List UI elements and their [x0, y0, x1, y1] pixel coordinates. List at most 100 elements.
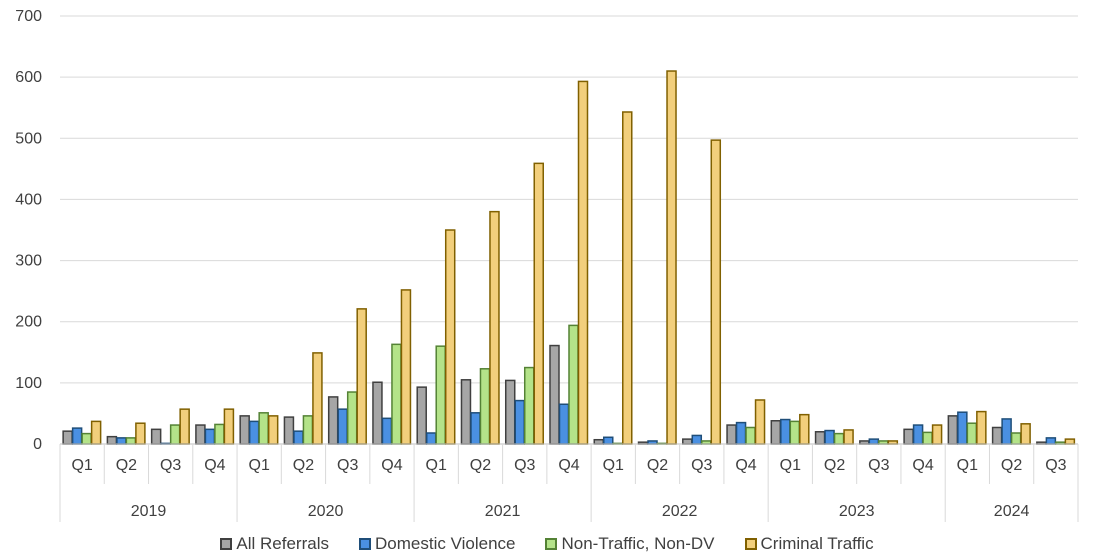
x-tick-label-quarter: Q2 [824, 457, 845, 474]
bar-criminal-traffic [90, 420, 102, 445]
x-tick-label-quarter: Q2 [647, 457, 668, 474]
bar-domestic-violence [381, 417, 393, 445]
bar-criminal-traffic [843, 429, 854, 445]
bar-all-referrals [682, 438, 693, 445]
bar-criminal-traffic [710, 139, 722, 445]
bar-all-referrals [416, 386, 427, 445]
bar-domestic-violence [957, 411, 968, 445]
bar-criminal-traffic [179, 408, 190, 445]
bar-non-traffic-non-dv [568, 324, 579, 445]
bar-all-referrals [62, 430, 73, 445]
x-tick-label-quarter: Q2 [116, 457, 137, 474]
x-tick-label-quarter: Q3 [691, 457, 712, 474]
x-tick-label-quarter: Q1 [249, 457, 270, 474]
bar-non-traffic-non-dv [922, 431, 933, 445]
gridlines [60, 15, 1078, 445]
bar-domestic-violence [204, 428, 216, 445]
bar-domestic-violence [824, 429, 835, 445]
legend: All Referrals Domestic Violence Non-Traffi… [0, 534, 1094, 554]
x-tick-label-quarter: Q4 [381, 457, 402, 474]
bar-all-referrals [150, 428, 162, 445]
x-tick-label-quarter: Q3 [1045, 457, 1066, 474]
bar-domestic-violence [116, 437, 127, 445]
bar-non-traffic-non-dv [169, 424, 181, 445]
x-tick-label-quarter: Q4 [912, 457, 933, 474]
bar-domestic-violence [558, 403, 570, 445]
legend-item: All Referrals [220, 534, 329, 554]
bar-domestic-violence [912, 424, 924, 445]
bar-all-referrals [947, 415, 959, 445]
x-tick-label-year: 2020 [308, 503, 344, 520]
bar-domestic-violence [71, 427, 83, 445]
bar-criminal-traffic [1020, 423, 1031, 445]
bar-non-traffic-non-dv [125, 437, 137, 445]
x-tick-label-year: 2022 [662, 503, 698, 520]
bar-non-traffic-non-dv [435, 345, 446, 445]
bar-non-traffic-non-dv [302, 415, 314, 445]
x-tick-label-quarter: Q3 [160, 457, 181, 474]
legend-swatch [220, 538, 233, 550]
bar-criminal-traffic [135, 422, 146, 445]
legend-label: Non-Traffic, Non-DV [561, 534, 715, 553]
x-tick-label-quarter: Q2 [293, 457, 314, 474]
x-tick-label-year: 2023 [839, 503, 875, 520]
bar-non-traffic-non-dv [523, 366, 535, 445]
bar-all-referrals [239, 415, 250, 445]
bars [62, 70, 1076, 445]
bar-all-referrals [593, 438, 605, 445]
legend-swatch [744, 538, 757, 550]
y-tick-label: 200 [15, 314, 42, 331]
x-tick-label-quarter: Q3 [514, 457, 535, 474]
bar-domestic-violence [425, 432, 437, 445]
bar-non-traffic-non-dv [1010, 432, 1022, 445]
bar-all-referrals [726, 424, 737, 445]
x-tick-label-quarter: Q2 [1001, 457, 1022, 474]
x-tick-label-quarter: Q1 [780, 457, 801, 474]
y-tick-label: 400 [15, 191, 42, 208]
bar-all-referrals [504, 379, 516, 445]
x-tick-label-quarter: Q4 [558, 457, 579, 474]
legend-label: Criminal Traffic [760, 534, 874, 553]
y-tick-label: 100 [15, 375, 42, 392]
x-tick-label-quarter: Q2 [470, 457, 491, 474]
bar-non-traffic-non-dv [81, 432, 92, 445]
bar-criminal-traffic [976, 410, 987, 445]
bar-all-referrals [106, 435, 118, 445]
bar-all-referrals [549, 344, 560, 445]
bar-criminal-traffic [223, 408, 235, 445]
bar-criminal-traffic [533, 162, 544, 445]
x-tick-label-quarter: Q3 [868, 457, 889, 474]
bar-all-referrals [991, 426, 1003, 445]
bar-all-referrals [903, 428, 914, 445]
x-tick-label-quarter: Q4 [735, 457, 756, 474]
bar-non-traffic-non-dv [258, 412, 269, 445]
x-tick-label-quarter: Q1 [957, 457, 978, 474]
y-tick-label: 600 [15, 69, 42, 86]
legend-item: Non-Traffic, Non-DV [545, 534, 715, 554]
bar-all-referrals [814, 431, 826, 445]
y-tick-label: 700 [15, 8, 42, 25]
bar-all-referrals [770, 420, 782, 445]
bar-all-referrals [460, 379, 472, 445]
y-tick-label: 300 [15, 253, 42, 270]
bar-all-referrals [372, 381, 383, 445]
bar-criminal-traffic [444, 229, 456, 445]
legend-swatch [545, 538, 558, 550]
bar-domestic-violence [780, 418, 791, 445]
bar-non-traffic-non-dv [789, 420, 801, 445]
x-tick-label-year: 2019 [131, 503, 167, 520]
legend-item: Criminal Traffic [744, 534, 874, 554]
legend-label: All Referrals [236, 534, 329, 553]
legend-label: Domestic Violence [375, 534, 516, 553]
legend-item: Domestic Violence [359, 534, 515, 554]
y-axis: 0 100 200 300 400 500 600 700 [15, 8, 42, 453]
bar-criminal-traffic [356, 308, 367, 445]
y-tick-label: 0 [33, 436, 42, 453]
bar-criminal-traffic [577, 80, 589, 445]
bar-criminal-traffic [267, 415, 279, 445]
bar-criminal-traffic [489, 210, 500, 445]
bar-domestic-violence [603, 436, 614, 445]
x-tick-label-year: 2021 [485, 503, 521, 520]
bar-domestic-violence [293, 430, 304, 445]
